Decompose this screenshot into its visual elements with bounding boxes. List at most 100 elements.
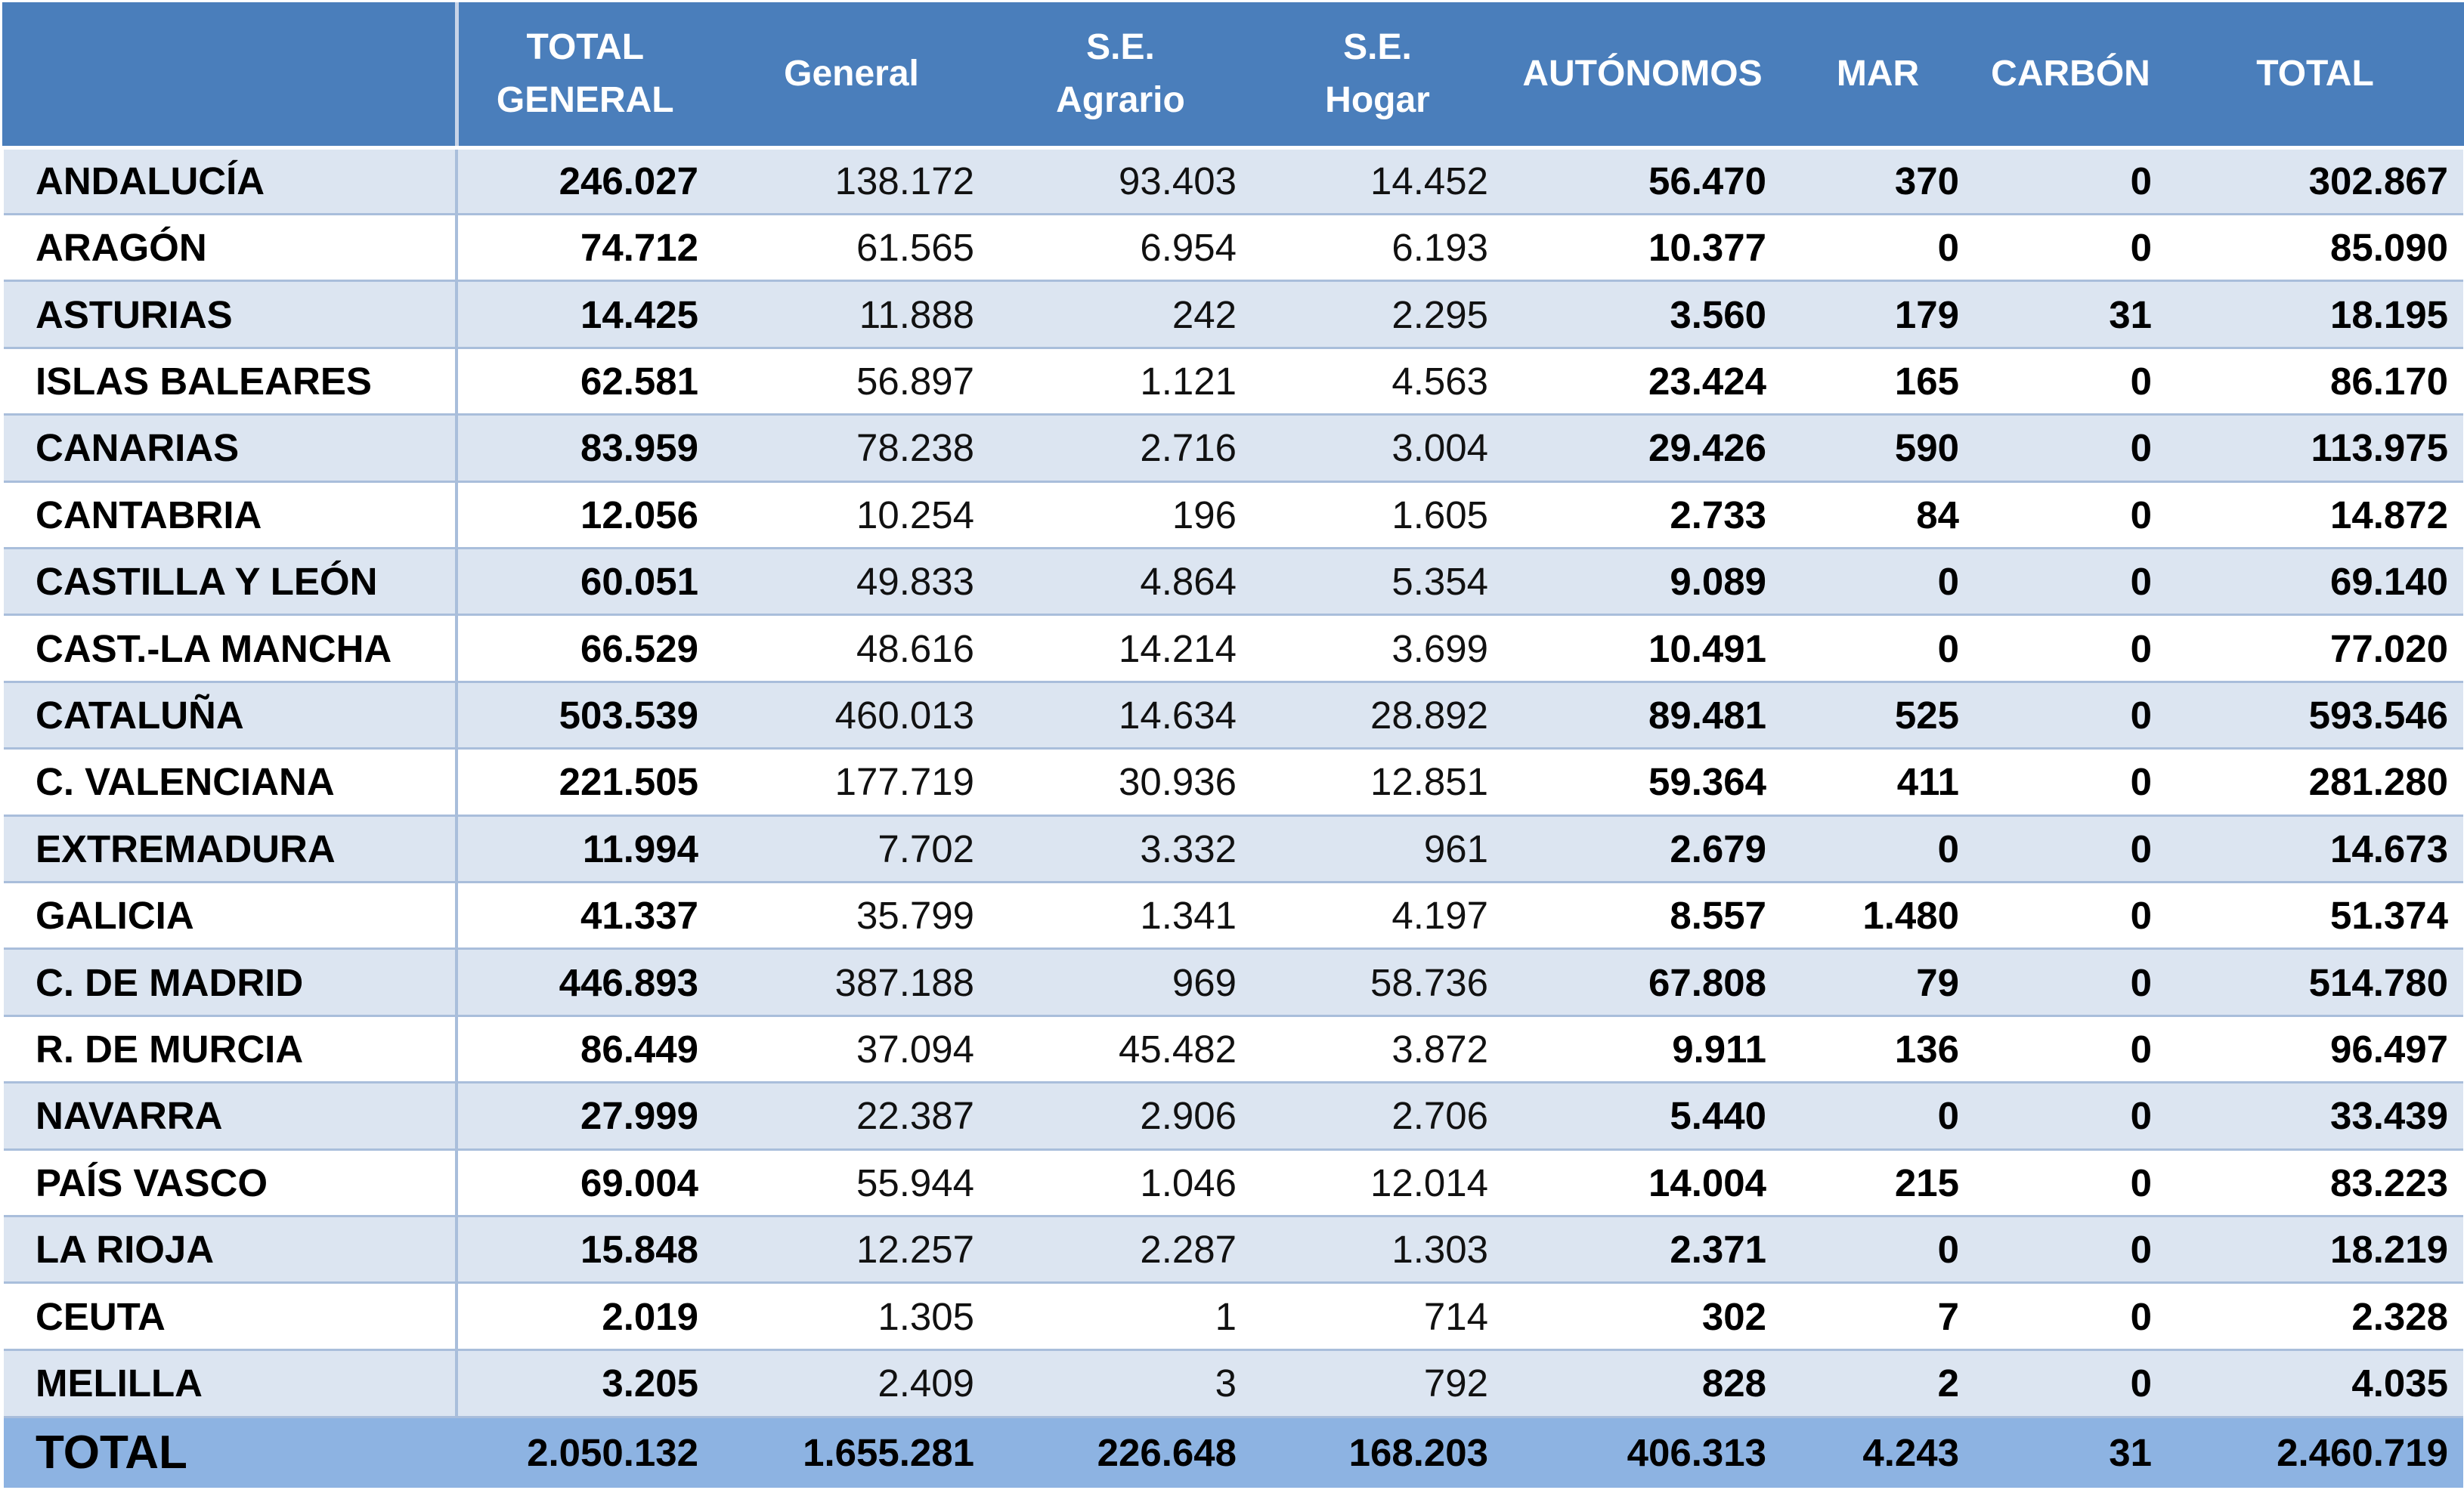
cell-general: 48.616 (714, 614, 989, 683)
cell-total: 86.170 (2167, 348, 2463, 416)
cell-general: 12.257 (714, 1216, 989, 1284)
cell-se-hogar: 12.851 (1252, 748, 1503, 817)
cell-se-hogar: 6.193 (1252, 214, 1503, 283)
cell-se-hogar: 792 (1252, 1349, 1503, 1418)
cell-total: 96.497 (2167, 1015, 2463, 1084)
column-header-line: Hogar (1325, 79, 1430, 120)
header-cell-region (2, 2, 459, 150)
total-se-hogar: 168.203 (1252, 1417, 1503, 1488)
cell-general: 49.833 (714, 548, 989, 617)
table-row: ASTURIAS 14.425 11.888 242 2.295 3.560 179 31 18… (4, 280, 2463, 349)
cell-autonomos: 302 (1503, 1282, 1781, 1351)
column-header-line: TOTAL (526, 26, 645, 67)
table-row: LA RIOJA 15.848 12.257 2.287 1.303 2.371 0 0 18.… (4, 1216, 2463, 1284)
column-header: CARBÓN (1973, 2, 2168, 150)
cell-carbon: 0 (1974, 548, 2167, 617)
region-name: CAST.-LA MANCHA (4, 614, 458, 683)
cell-total: 514.780 (2167, 948, 2463, 1017)
column-header-line: S.E. (1343, 26, 1412, 67)
cell-se-agrario: 1.341 (989, 882, 1252, 951)
table-row: CEUTA 2.019 1.305 1 714 302 7 0 2.328 (4, 1282, 2463, 1351)
cell-se-agrario: 196 (989, 481, 1252, 549)
table-row: CASTILLA Y LEÓN 60.051 49.833 4.864 5.354 9.0… (4, 548, 2463, 617)
total-general: 1.655.281 (714, 1417, 989, 1488)
table-row: GALICIA 41.337 35.799 1.341 4.197 8.557 1.480 0… (4, 882, 2463, 951)
cell-general: 35.799 (714, 882, 989, 951)
cell-autonomos: 828 (1503, 1349, 1781, 1418)
cell-se-agrario: 2.716 (989, 414, 1252, 483)
cell-total-general: 74.712 (457, 214, 714, 283)
cell-total: 302.867 (2167, 147, 2463, 215)
region-name: ARAGÓN (4, 214, 458, 283)
cell-mar: 179 (1781, 280, 1974, 349)
cell-autonomos: 2.371 (1503, 1216, 1781, 1284)
column-header: MAR (1780, 2, 1976, 150)
cell-general: 460.013 (714, 682, 989, 750)
cell-total: 4.035 (2167, 1349, 2463, 1418)
cell-total-general: 69.004 (457, 1149, 714, 1218)
cell-mar: 525 (1781, 682, 1974, 750)
cell-autonomos: 10.377 (1503, 214, 1781, 283)
cell-autonomos: 9.911 (1503, 1015, 1781, 1084)
column-header-line: CARBÓN (1991, 53, 2150, 94)
cell-se-hogar: 28.892 (1252, 682, 1503, 750)
cell-se-hogar: 4.197 (1252, 882, 1503, 951)
cell-se-agrario: 6.954 (989, 214, 1252, 283)
cell-se-agrario: 1.121 (989, 348, 1252, 416)
cell-total: 14.673 (2167, 815, 2463, 883)
cell-total: 593.546 (2167, 682, 2463, 750)
table-row: R. DE MURCIA 86.449 37.094 45.482 3.872 9.911… (4, 1015, 2463, 1084)
cell-se-hogar: 2.706 (1252, 1082, 1503, 1151)
cell-total-general: 246.027 (457, 147, 714, 215)
cell-carbon: 0 (1974, 948, 2167, 1017)
cell-carbon: 0 (1974, 348, 2167, 416)
cell-total-general: 11.994 (457, 815, 714, 883)
cell-total-general: 221.505 (457, 748, 714, 817)
region-name: R. DE MURCIA (4, 1015, 458, 1084)
column-header-line: TOTAL (2256, 53, 2374, 94)
cell-total: 85.090 (2167, 214, 2463, 283)
cell-mar: 0 (1781, 614, 1974, 683)
total-carbon: 31 (1974, 1417, 2167, 1488)
cell-total-general: 41.337 (457, 882, 714, 951)
cell-se-agrario: 93.403 (989, 147, 1252, 215)
table-row: C. DE MADRID 446.893 387.188 969 58.736 67.80… (4, 948, 2463, 1017)
region-name: MELILLA (4, 1349, 458, 1418)
cell-carbon: 0 (1974, 1282, 2167, 1351)
cell-mar: 7 (1781, 1282, 1974, 1351)
table-row: CANARIAS 83.959 78.238 2.716 3.004 29.426 590 0… (4, 414, 2463, 483)
table-row: NAVARRA 27.999 22.387 2.906 2.706 5.440 0 0 33.4… (4, 1082, 2463, 1151)
cell-carbon: 0 (1974, 481, 2167, 549)
cell-se-hogar: 3.004 (1252, 414, 1503, 483)
cell-carbon: 0 (1974, 1015, 2167, 1084)
region-name: CATALUÑA (4, 682, 458, 750)
cell-mar: 0 (1781, 548, 1974, 617)
cell-mar: 165 (1781, 348, 1974, 416)
column-header: TOTAL (2165, 2, 2464, 150)
cell-autonomos: 3.560 (1503, 280, 1781, 349)
cell-se-agrario: 3 (989, 1349, 1252, 1418)
cell-se-agrario: 3.332 (989, 815, 1252, 883)
table-row: PAÍS VASCO 69.004 55.944 1.046 12.014 14.004 2… (4, 1149, 2463, 1218)
column-header: S.E. Hogar (1250, 2, 1505, 150)
cell-mar: 0 (1781, 815, 1974, 883)
cell-carbon: 0 (1974, 414, 2167, 483)
total-total: 2.460.719 (2167, 1417, 2463, 1488)
cell-se-hogar: 1.303 (1252, 1216, 1503, 1284)
cell-total-general: 60.051 (457, 548, 714, 617)
cell-se-agrario: 1 (989, 1282, 1252, 1351)
cell-carbon: 0 (1974, 1149, 2167, 1218)
cell-total-general: 12.056 (457, 481, 714, 549)
cell-mar: 215 (1781, 1149, 1974, 1218)
table-row: ISLAS BALEARES 62.581 56.897 1.121 4.563 23.4… (4, 348, 2463, 416)
column-header-line: Agrario (1056, 79, 1185, 120)
cell-se-agrario: 2.906 (989, 1082, 1252, 1151)
cell-autonomos: 23.424 (1503, 348, 1781, 416)
region-name: LA RIOJA (4, 1216, 458, 1284)
region-name: C. DE MADRID (4, 948, 458, 1017)
cell-carbon: 0 (1974, 147, 2167, 215)
cell-total: 18.195 (2167, 280, 2463, 349)
region-name: ISLAS BALEARES (4, 348, 458, 416)
total-total-general: 2.050.132 (457, 1417, 714, 1488)
cell-total: 18.219 (2167, 1216, 2463, 1284)
